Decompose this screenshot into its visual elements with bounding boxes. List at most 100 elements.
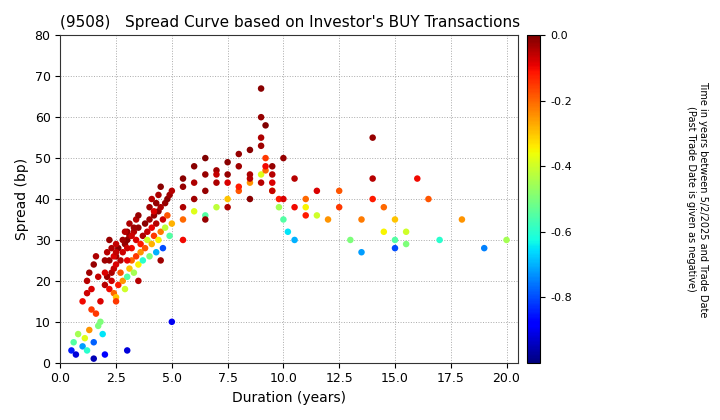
Point xyxy=(112,281,124,288)
Point xyxy=(244,147,256,153)
Point xyxy=(144,204,156,210)
Point xyxy=(222,159,233,165)
Point xyxy=(144,253,156,260)
Point xyxy=(155,204,166,210)
Point xyxy=(117,278,128,284)
Point xyxy=(166,187,178,194)
Point xyxy=(108,253,120,260)
Point xyxy=(86,306,97,313)
Point xyxy=(130,216,142,223)
Point xyxy=(142,228,153,235)
Point xyxy=(356,216,367,223)
Point xyxy=(378,228,390,235)
Text: (9508)   Spread Curve based on Investor's BUY Transactions: (9508) Spread Curve based on Investor's … xyxy=(60,15,521,30)
Point xyxy=(345,236,356,243)
Point xyxy=(244,175,256,182)
Point xyxy=(390,236,401,243)
Point xyxy=(88,339,99,346)
Point xyxy=(150,200,162,207)
Point xyxy=(102,273,113,280)
Point xyxy=(233,151,245,158)
Point xyxy=(150,249,162,256)
Point xyxy=(233,163,245,170)
Point xyxy=(106,245,117,252)
Point xyxy=(282,228,294,235)
Point xyxy=(273,196,284,202)
Point xyxy=(189,196,200,202)
Point xyxy=(124,265,135,272)
Point xyxy=(289,236,300,243)
Point xyxy=(211,167,222,174)
Point xyxy=(88,261,99,268)
Point xyxy=(153,208,164,215)
Point xyxy=(128,269,140,276)
Point xyxy=(278,155,289,161)
Point xyxy=(114,257,126,264)
Point xyxy=(137,257,148,264)
Point xyxy=(199,216,211,223)
Point xyxy=(189,208,200,215)
Point xyxy=(97,331,109,337)
Point xyxy=(278,196,289,202)
Point xyxy=(260,167,271,174)
Point xyxy=(256,85,267,92)
Point xyxy=(189,163,200,170)
Point xyxy=(70,351,81,358)
Point xyxy=(479,245,490,252)
Point xyxy=(84,269,95,276)
Point xyxy=(99,351,111,358)
Point xyxy=(135,241,146,247)
Point xyxy=(155,257,166,264)
Point xyxy=(155,228,166,235)
Point xyxy=(390,245,401,252)
Point xyxy=(367,196,379,202)
Point xyxy=(106,278,117,284)
Point xyxy=(128,224,140,231)
Point xyxy=(120,286,131,292)
Point xyxy=(311,212,323,219)
Point xyxy=(266,163,278,170)
Point xyxy=(112,245,124,252)
Point xyxy=(273,204,284,210)
Point xyxy=(122,273,133,280)
Point xyxy=(104,286,115,292)
Point xyxy=(66,347,77,354)
Point xyxy=(300,212,312,219)
Point xyxy=(153,192,164,198)
Point xyxy=(126,257,138,264)
Point xyxy=(367,175,379,182)
Point xyxy=(199,155,211,161)
Point xyxy=(122,257,133,264)
Point xyxy=(256,114,267,121)
Point xyxy=(99,269,111,276)
Point xyxy=(142,236,153,243)
Point xyxy=(159,200,171,207)
Point xyxy=(161,196,173,202)
Point xyxy=(159,224,171,231)
Point xyxy=(233,184,245,190)
Point xyxy=(108,290,120,297)
Point xyxy=(99,257,111,264)
Point xyxy=(146,241,158,247)
Point xyxy=(90,253,102,260)
Point xyxy=(137,233,148,239)
Point xyxy=(456,216,468,223)
Point xyxy=(144,216,156,223)
Point xyxy=(412,175,423,182)
Point xyxy=(120,241,131,247)
Point xyxy=(106,269,117,276)
Point xyxy=(122,228,133,235)
Point xyxy=(110,261,122,268)
Point xyxy=(260,122,271,129)
Point xyxy=(124,220,135,227)
Point xyxy=(289,175,300,182)
Point xyxy=(501,236,513,243)
Point xyxy=(139,220,150,227)
Point xyxy=(139,245,150,252)
Point xyxy=(81,290,93,297)
Point xyxy=(122,347,133,354)
Point xyxy=(266,187,278,194)
Point xyxy=(244,179,256,186)
Point xyxy=(73,331,84,337)
Point xyxy=(189,179,200,186)
